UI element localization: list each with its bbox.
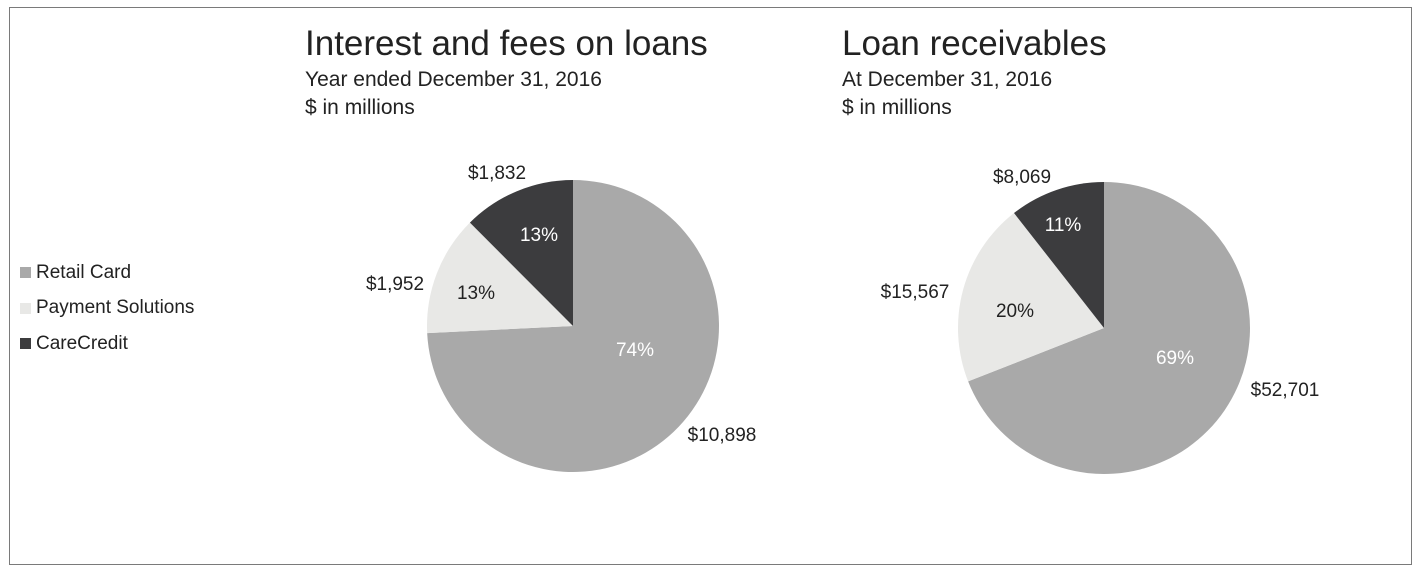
chart2-title: Loan receivables	[842, 24, 1107, 63]
chart1-value-label-carecredit: $1,832	[468, 163, 526, 184]
legend-label-payment-solutions: Payment Solutions	[36, 297, 195, 319]
chart2-slice-carecredit	[1014, 182, 1104, 328]
legend-label-carecredit: CareCredit	[36, 332, 128, 354]
chart1-percent-label-payment-solutions: 13%	[457, 283, 495, 304]
chart1-unit-label: $ in millions	[305, 96, 415, 119]
chart2-value-label-payment-solutions: $15,567	[881, 282, 950, 303]
chart2-value-label-carecredit: $8,069	[993, 167, 1051, 188]
legend-swatch-payment-solutions	[20, 302, 31, 314]
chart1-slice-payment-solutions	[427, 222, 573, 334]
chart2-slice-payment-solutions	[958, 213, 1104, 382]
chart1-slice-carecredit	[469, 180, 573, 326]
chart2-slice-retail-card	[968, 182, 1250, 474]
chart2-subtitle: At December 31, 2016	[842, 68, 1053, 91]
chart1-subtitle: Year ended December 31, 2016	[305, 68, 602, 91]
legend-label-retail-card: Retail Card	[36, 261, 132, 283]
chart1-slice-retail-card	[427, 180, 719, 472]
chart2-percent-label-carecredit: 11%	[1045, 215, 1082, 236]
chart1-value-label-payment-solutions: $1,952	[366, 274, 424, 295]
chart2-unit-label: $ in millions	[842, 96, 952, 119]
legend-swatch-retail-card	[20, 267, 31, 279]
chart2-value-label-retail-card: $52,701	[1251, 380, 1320, 401]
legend: Retail Card Payment Solutions CareCredit	[20, 255, 194, 362]
chart2-percent-label-retail-card: 69%	[1156, 348, 1194, 369]
legend-item-retail-card: Retail Card	[20, 255, 194, 291]
chart1-percent-label-carecredit: 13%	[520, 225, 558, 246]
legend-swatch-carecredit	[20, 338, 31, 350]
legend-item-carecredit: CareCredit	[20, 326, 194, 362]
chart1-percent-label-retail-card: 74%	[616, 340, 654, 361]
chart1-value-label-retail-card: $10,898	[688, 425, 757, 446]
chart2-percent-label-payment-solutions: 20%	[996, 301, 1034, 322]
chart1-title: Interest and fees on loans	[305, 24, 708, 63]
legend-item-payment-solutions: Payment Solutions	[20, 291, 194, 327]
